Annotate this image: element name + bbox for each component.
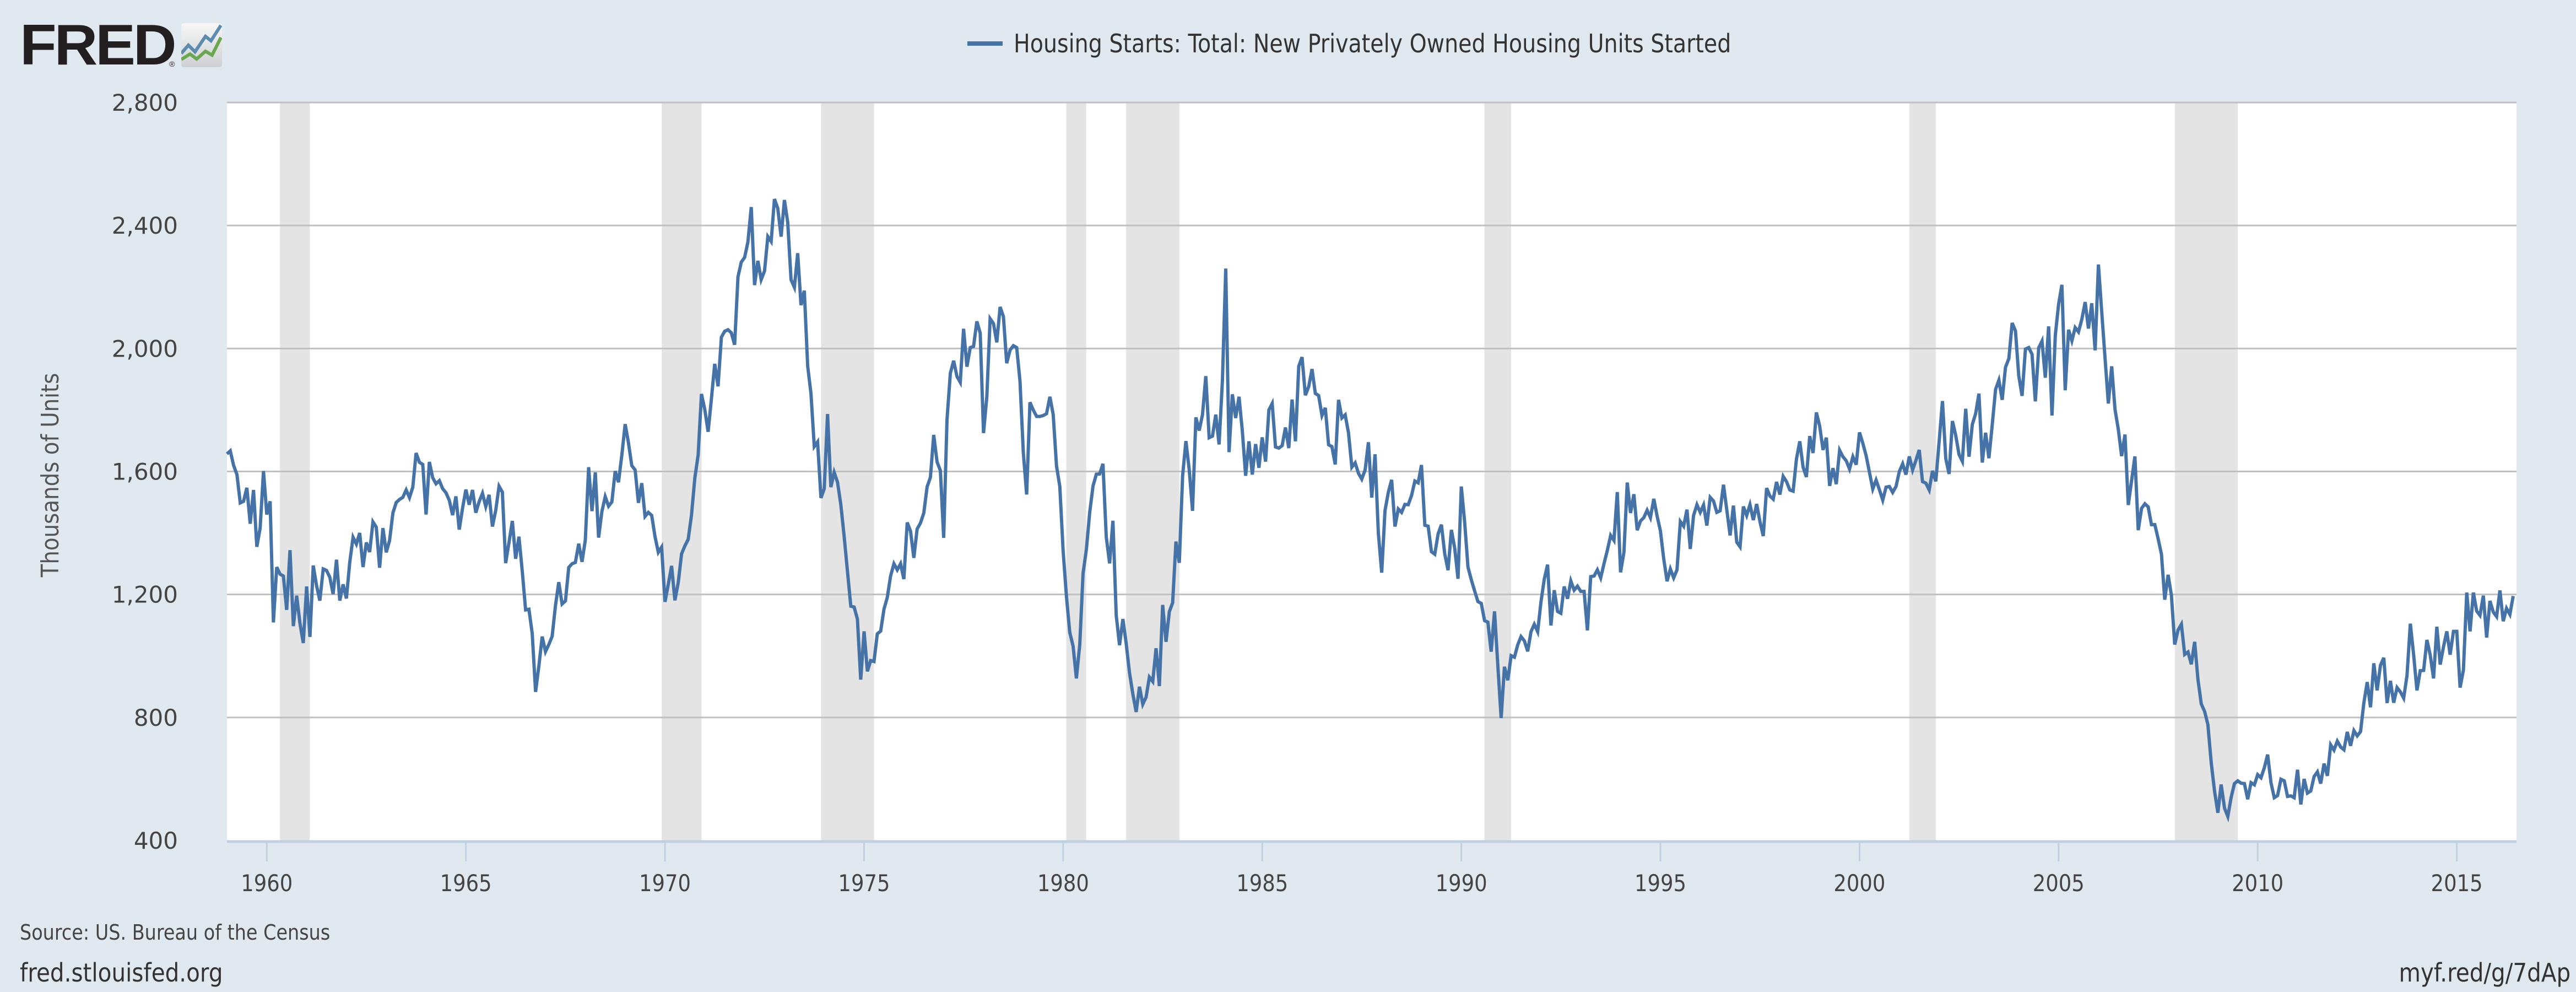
source-note: Source: US. Bureau of the Census [20,920,331,945]
x-tick-label: 2000 [1833,870,1885,897]
fred-logo-text: FRED [20,13,177,77]
site-link[interactable]: fred.stlouisfed.org [20,958,223,988]
x-axis: 1960 1965 1970 1975 1980 1985 1990 1995 2000 2005… [227,840,2517,897]
y-tick-label: 2,400 [112,212,178,239]
legend-swatch [967,41,1003,46]
x-tick-label: 1980 [1037,870,1089,897]
y-tick-label: 1,600 [112,459,178,486]
y-tick-label: 400 [134,827,178,854]
x-tick-label: 1965 [440,870,492,897]
y-tick-label: 800 [134,704,178,731]
x-tick-label: 2010 [2232,870,2283,897]
x-tick-label: 2005 [2033,870,2085,897]
x-tick-label: 2015 [2431,870,2483,897]
x-tick-label: 1975 [838,870,890,897]
fred-logo[interactable]: FRED ® [20,13,223,77]
x-tick-label: 1960 [241,870,293,897]
series-line-housing-starts [225,198,2515,823]
x-tick-label: 1990 [1436,870,1487,897]
registered-mark: ® [169,60,175,68]
legend-label: Housing Starts: Total: New Privately Own… [1014,29,1731,58]
short-link[interactable]: myf.red/g/7dAp [2399,958,2570,988]
y-tick-label: 2,000 [112,335,178,362]
y-tick-label: 2,800 [112,89,178,116]
line-chart-icon [180,23,223,67]
y-tick-label: 1,200 [112,581,178,608]
y-axis-label: Thousands of Units [36,373,64,578]
x-tick-label: 1970 [639,870,691,897]
chart-legend: Housing Starts: Total: New Privately Own… [967,29,1848,58]
series-layer [225,198,2515,823]
x-tick-label: 1985 [1236,870,1288,897]
x-tick-label: 1995 [1635,870,1686,897]
y-axis: 400 800 1,200 1,600 2,000 2,400 2,800 [112,89,178,854]
